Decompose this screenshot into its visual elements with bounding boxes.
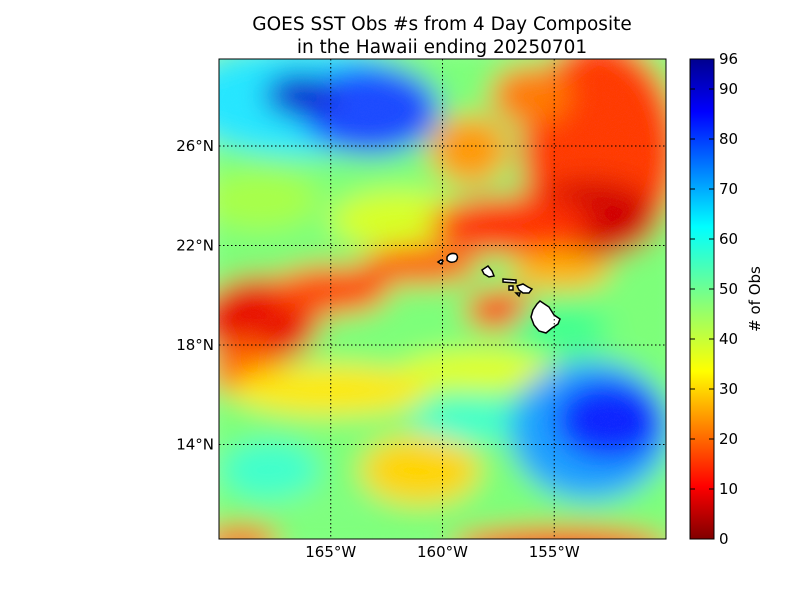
lat-tick-label: 18°N: [176, 336, 214, 354]
island-niihau: [436, 259, 445, 266]
lon-tick-label: 165°W: [305, 543, 356, 561]
colorbar-ticks: 0 10 20 30 40 50 60 70 80 90 96: [690, 50, 738, 548]
graticule: [219, 59, 666, 539]
colorbar-tick-label: 40: [719, 330, 738, 348]
islands: [436, 252, 561, 334]
colorbar-label: # of Obs: [746, 266, 764, 332]
map-panel: [219, 59, 666, 539]
lat-tick-label: 26°N: [176, 137, 214, 155]
colorbar-tick-label: 0: [719, 530, 729, 548]
island-maui: [515, 283, 534, 294]
island-lanai: [508, 285, 514, 291]
island-kahoolawe: [514, 292, 522, 298]
title-line-2: in the Hawaii ending 20250701: [297, 37, 587, 58]
colorbar-tick-label: 70: [719, 180, 738, 198]
title-line-1: GOES SST Obs #s from 4 Day Composite: [252, 14, 631, 35]
colorbar-tick-label: 20: [719, 430, 738, 448]
island-oahu: [481, 264, 496, 278]
colorbar-tick-label: 90: [719, 80, 738, 98]
island-kauai: [446, 252, 459, 264]
colorbar-tick-label: 10: [719, 480, 738, 498]
lon-tick-label: 160°W: [417, 543, 468, 561]
map-frame: [218, 58, 667, 540]
colorbar-tick-label: 60: [719, 230, 738, 248]
island-molokai: [502, 278, 517, 284]
colorbar: [689, 58, 715, 540]
colorbar-tick-label: 96: [719, 50, 738, 68]
colorbar-tick-label: 50: [719, 280, 738, 298]
colorbar-tick-label: 30: [719, 380, 738, 398]
lat-tick-label: 22°N: [176, 237, 214, 255]
lon-tick-label: 155°W: [529, 543, 580, 561]
lat-tick-label: 14°N: [176, 435, 214, 453]
axis-ticks: 165°W 160°W 155°W 26°N 22°N 18°N 14°N: [176, 137, 580, 561]
colorbar-tick-label: 80: [719, 130, 738, 148]
